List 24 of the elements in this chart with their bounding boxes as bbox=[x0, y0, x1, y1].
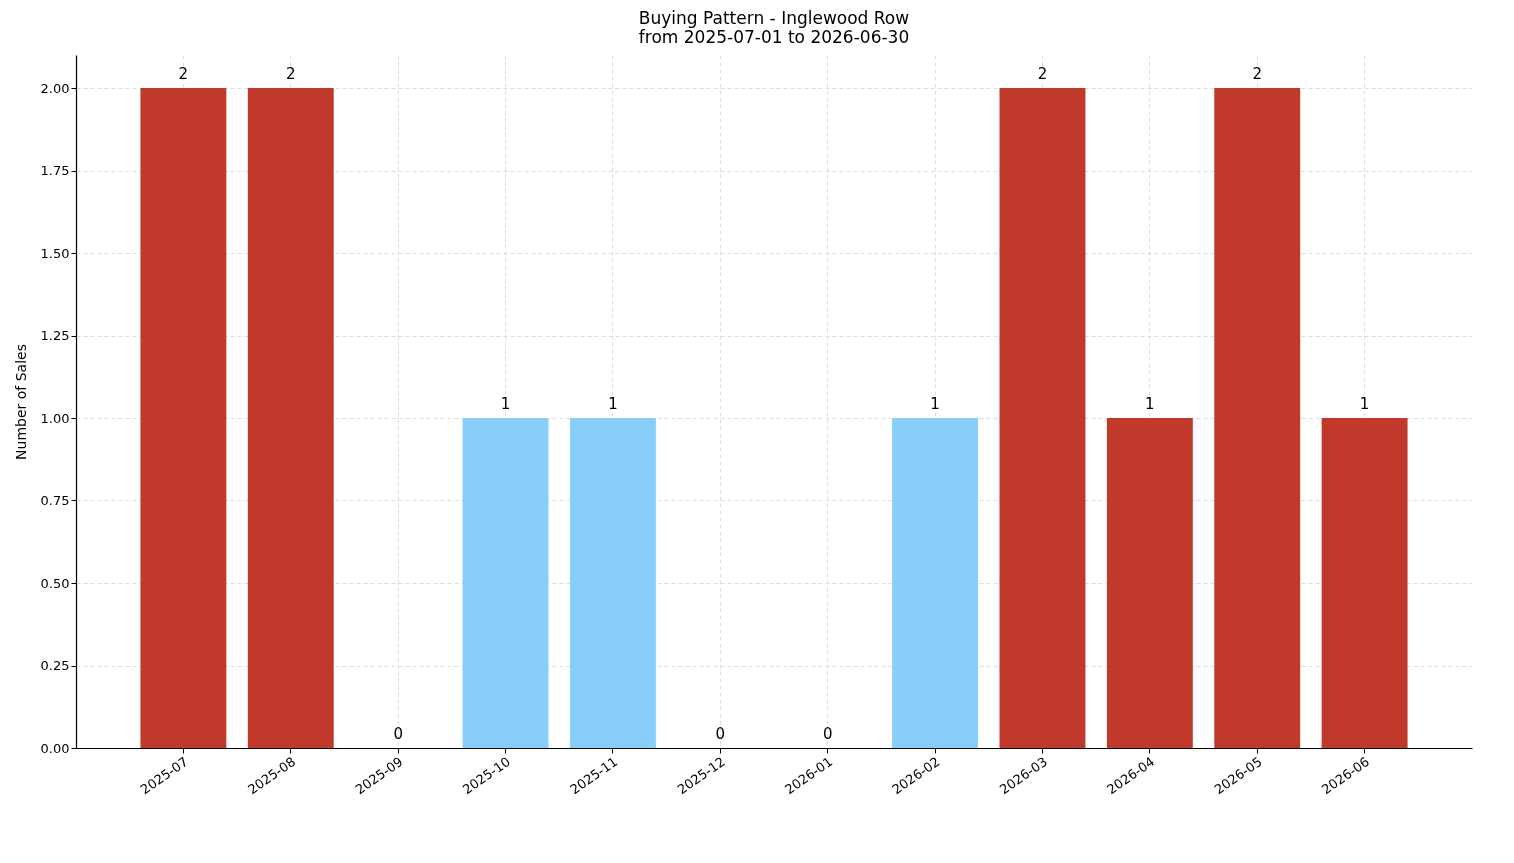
data-label: 1 bbox=[500, 395, 511, 413]
data-label: 0 bbox=[715, 725, 726, 743]
y-tick-label: 0.25 bbox=[40, 658, 70, 673]
y-tick-label: 0.00 bbox=[40, 740, 70, 756]
data-label: 1 bbox=[1359, 395, 1370, 413]
y-tick-label: 2.00 bbox=[40, 80, 70, 96]
y-tick-label: 0.50 bbox=[40, 575, 70, 591]
data-label: 1 bbox=[930, 395, 940, 413]
data-label: 0 bbox=[822, 725, 833, 743]
data-label: 1 bbox=[1145, 395, 1155, 413]
data-label: 2 bbox=[286, 65, 296, 83]
y-tick-label: 1.50 bbox=[40, 245, 70, 261]
chart-subtitle: from 2025-07-01 to 2026-06-30 bbox=[638, 27, 910, 47]
data-label: 1 bbox=[608, 395, 618, 413]
chart-title: Buying Pattern - Inglewood Row bbox=[638, 8, 910, 28]
data-label: 2 bbox=[1252, 65, 1262, 83]
y-tick-label: 1.00 bbox=[40, 410, 70, 426]
data-label: 2 bbox=[1037, 65, 1048, 83]
y-tick-label: 1.25 bbox=[40, 328, 70, 343]
y-axis-title: Number of Sales bbox=[12, 344, 29, 460]
data-label: 2 bbox=[178, 65, 189, 83]
data-label: 0 bbox=[393, 725, 403, 743]
y-tick-label: 0.75 bbox=[40, 493, 70, 508]
y-tick-label: 1.75 bbox=[40, 163, 70, 178]
